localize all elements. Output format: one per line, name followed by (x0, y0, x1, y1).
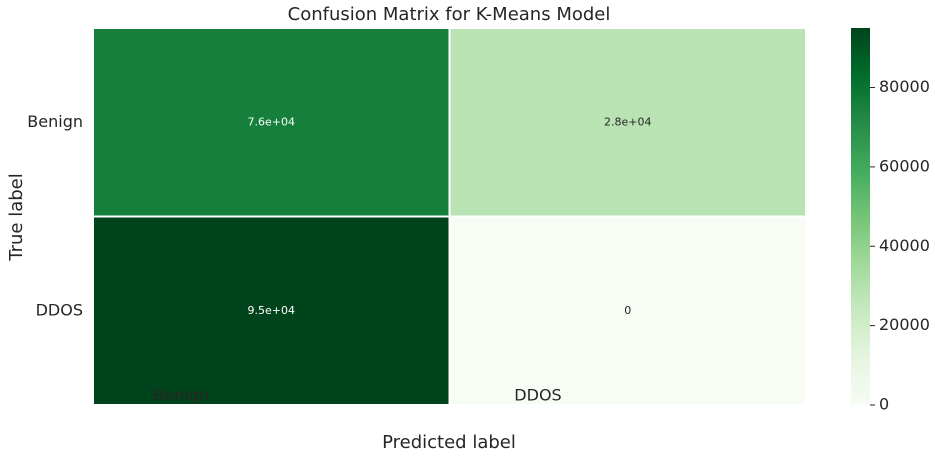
cell-label: 7.6e+04 (248, 115, 295, 128)
cell (92, 27, 451, 218)
y-axis-label: True label (6, 173, 27, 262)
cell (448, 215, 807, 406)
cell-label: 2.8e+04 (604, 115, 651, 128)
x-tick-label: DDOS (514, 386, 561, 405)
colorbar-tick-label: 0 (879, 395, 889, 414)
cell-label: 0 (624, 304, 631, 317)
chart-title: Confusion Matrix for K-Means Model (288, 4, 611, 25)
x-tick-label: Benign (153, 386, 209, 405)
colorbar-tick-label: 60000 (879, 156, 930, 175)
cell-label: 9.5e+04 (248, 304, 295, 317)
cell (92, 215, 451, 406)
colorbar-tick-label: 20000 (879, 315, 930, 334)
x-axis-label: Predicted label (382, 432, 516, 453)
colorbar-tick-label: 80000 (879, 77, 930, 96)
cell (448, 27, 807, 218)
colorbar-tick-label: 40000 (879, 236, 930, 255)
y-tick-label: Benign (27, 112, 83, 131)
colorbar (851, 28, 870, 405)
y-tick-label: DDOS (36, 300, 83, 319)
